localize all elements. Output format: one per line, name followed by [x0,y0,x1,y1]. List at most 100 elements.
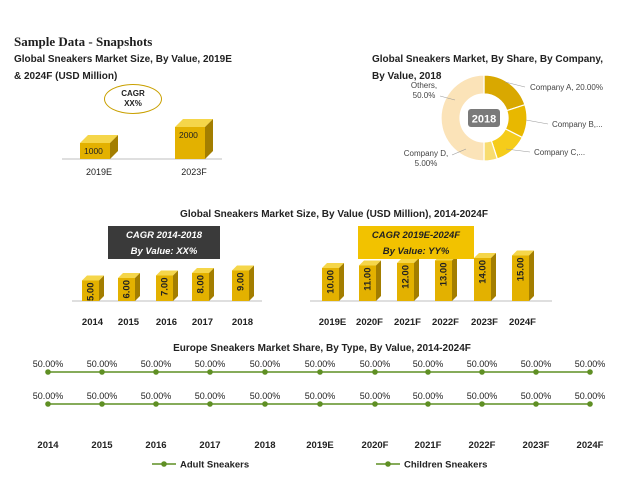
point-0-2 [153,369,159,375]
point-label-0-9: 50.00% [521,359,552,369]
slice-label-4-name: Others, [411,81,437,90]
tick-label-2021F: 2021F [394,317,421,328]
point-0-1 [99,369,105,375]
point-0-3 [207,369,213,375]
data-label-2018: 9.00 [236,273,247,292]
cagr-2014-2018-line1: CAGR 2014-2018 [125,230,203,241]
slice-label-2: Company C,... [534,148,585,157]
x-tick-2020F: 2020F [362,440,389,451]
slice-others [440,74,485,162]
point-label-1-6: 50.00% [360,391,391,401]
bar-2023F-front [474,258,491,301]
bar-2017 [192,268,214,301]
legend-label-1: Children Sneakers [404,460,487,471]
bar-2019E-top [80,135,118,143]
x-tick-2024F: 2024F [577,440,604,451]
tick-label-2016: 2016 [156,317,177,328]
point-label-1-5: 50.00% [305,391,336,401]
bar-2015-side [135,273,140,301]
bar-2021F [397,258,419,301]
point-0-10 [587,369,593,375]
bar-2022F-side [452,255,457,301]
data-label-2022F: 13.00 [439,263,450,287]
market-size-title-line1: Global Sneakers Market Size, By Value, 2… [14,54,232,65]
tick-label-2014: 2014 [82,317,104,328]
cagr-annotation: CAGR XX% [104,84,162,114]
page-title: Sample Data - Snapshots [14,34,153,49]
point-label-0-6: 50.00% [360,359,391,369]
point-label-1-0: 50.00% [33,391,64,401]
point-1-3 [207,401,213,407]
point-1-10 [587,401,593,407]
cagr-2014-2018-line2: By Value: XX% [130,246,198,257]
europe-share-chart-title: Europe Sneakers Market Share, By Type, B… [173,343,471,354]
bar-2021F-front [397,263,414,301]
bar-2019E-front [80,143,110,159]
point-label-0-3: 50.00% [195,359,226,369]
bar-2017-top [192,268,214,273]
bar-2016-front [156,275,173,301]
bar-2022F-front [435,260,452,301]
cagr-2019-2024-box: CAGR 2019E-2024F By Value: YY% [358,226,474,259]
bar-2019E-top [322,263,344,268]
point-label-1-9: 50.00% [521,391,552,401]
data-label-2020F: 11.00 [363,268,374,291]
point-0-0 [45,369,51,375]
bar-2023F-top [474,253,496,258]
bar-2019E-side [339,263,344,301]
bar-2014-top [82,275,104,281]
point-0-7 [425,369,431,375]
market-size-chart-title: Global Sneakers Market Size, By Value, 2… [14,51,274,85]
point-1-2 [153,401,159,407]
point-label-1-8: 50.00% [467,391,498,401]
data-label-2015: 6.00 [122,280,133,299]
point-1-7 [425,401,431,407]
bar-2018 [232,265,254,301]
company-share-title-line2: By Value, 2018 [372,71,442,82]
tick-label-2022F: 2022F [432,317,459,328]
tick-label-2017: 2017 [192,317,213,328]
bar-2015-top [118,273,140,278]
bar-2017-side [209,268,214,301]
bar-2024F-side [529,250,534,301]
slice-label-4-value: 50.0% [413,91,436,100]
data-label-2021F: 12.00 [401,265,412,289]
bar-2014 [82,275,104,301]
bar-2023F [175,119,213,159]
slice-label-3-value: 5.00% [415,159,438,168]
bar-2018-top [232,265,254,271]
tick-label-2023F: 2023F [471,317,498,328]
data-label-2023F: 14.00 [478,260,489,284]
bar-2021F-side [414,258,419,301]
leader-line-2 [505,148,531,153]
x-tick-2019E: 2019E [306,440,333,451]
point-label-0-0: 50.00% [33,359,64,369]
point-label-1-2: 50.00% [141,391,172,401]
leader-line-3 [451,148,467,156]
data-label-2017: 8.00 [196,275,207,294]
bar-2024F [512,250,534,301]
bar-2021F-top [397,258,419,263]
market-size-title-line2: & 2024F (USD Million) [14,71,118,82]
point-1-1 [99,401,105,407]
point-label-0-1: 50.00% [87,359,118,369]
bar-2019E-side [110,135,118,159]
bar-2015 [118,273,140,301]
x-tick-2021F: 2021F [415,440,442,451]
point-0-6 [372,369,378,375]
x-tick-2018: 2018 [254,440,275,451]
slice-label-1: Company B,... [552,120,603,129]
bar-2023F-side [491,253,496,301]
point-1-4 [262,401,268,407]
center-label: 2018 [472,114,496,126]
bar-2014-front [82,280,99,301]
tick-label-2024F: 2024F [509,317,536,328]
slice-label-3-name: Company D, [404,149,448,158]
bar-2024F-top [512,250,534,256]
bar-2018-side [249,265,254,301]
data-label-2019E: 1000 [84,146,103,156]
legend-marker-1 [385,461,391,467]
x-tick-2015: 2015 [91,440,113,451]
point-label-1-3: 50.00% [195,391,226,401]
cagr-2019-2024-line1: CAGR 2019E-2024F [371,230,461,241]
